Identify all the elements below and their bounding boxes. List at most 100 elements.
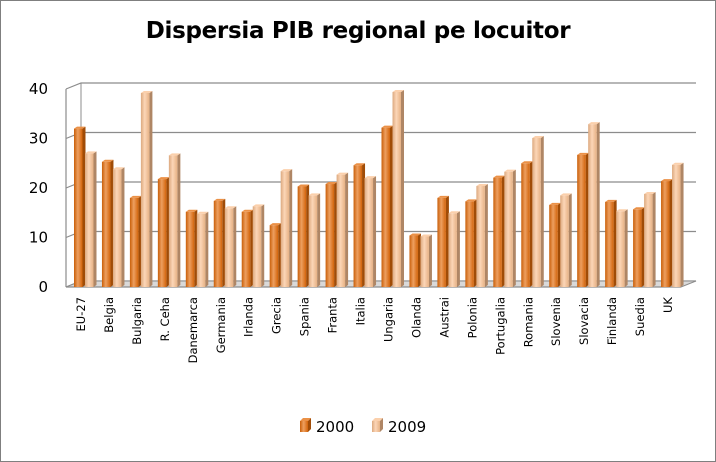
bar-top xyxy=(633,207,645,210)
x-tick-label: Finlanda xyxy=(605,297,619,345)
bar-side xyxy=(194,209,198,287)
bar-2000 xyxy=(74,126,86,287)
bar-side xyxy=(222,198,226,287)
bar-front xyxy=(549,204,558,287)
x-tick-label: Belgia xyxy=(102,297,116,333)
bar-front xyxy=(521,163,530,287)
bar-2000 xyxy=(521,161,533,287)
bar-front xyxy=(644,193,653,287)
bar-2000 xyxy=(325,182,338,287)
bar-front xyxy=(213,200,223,287)
x-tick-label: Spania xyxy=(298,297,312,336)
bar-front xyxy=(140,92,150,288)
x-tick-label: Portugalia xyxy=(493,297,507,355)
bar-2009 xyxy=(364,176,377,287)
bar-side xyxy=(568,193,572,287)
x-tick-label: Grecia xyxy=(270,297,284,334)
bar-2009 xyxy=(644,191,656,287)
bar-front xyxy=(325,184,335,287)
legend-swatch-2000 xyxy=(300,418,311,432)
bar-front xyxy=(661,181,670,287)
bar-2000 xyxy=(633,207,645,287)
bar-top xyxy=(493,175,505,178)
bar-side xyxy=(166,177,170,287)
bar-2009 xyxy=(224,206,237,287)
bar-top xyxy=(252,204,265,207)
bar-front xyxy=(672,164,681,287)
bar-front xyxy=(364,178,374,287)
bar-front xyxy=(297,186,307,287)
bar-2009 xyxy=(532,136,544,287)
bar-2000 xyxy=(661,179,673,287)
x-tick-label: Ungaria xyxy=(382,297,396,342)
bar-2009 xyxy=(252,204,265,287)
x-tick-label: Suedia xyxy=(633,297,647,336)
y-tick-label: 30 xyxy=(29,130,48,148)
bar-top xyxy=(353,163,366,166)
bar-2000 xyxy=(297,184,310,287)
bar-side xyxy=(652,191,656,287)
x-tick-label: Irlanda xyxy=(242,297,256,337)
bar-front xyxy=(185,211,195,287)
bar-front xyxy=(493,177,502,287)
x-tick-label: UK xyxy=(661,297,675,313)
bar-top xyxy=(644,191,656,194)
bar-side xyxy=(149,90,153,288)
bar-top xyxy=(241,209,254,212)
bar-front xyxy=(74,128,83,287)
bar-top xyxy=(616,209,628,212)
bar-2009 xyxy=(616,209,628,287)
x-tick-label: Slovenia xyxy=(549,297,563,346)
bar-side xyxy=(445,195,449,287)
bar-top xyxy=(521,161,533,164)
bar-side xyxy=(401,89,404,287)
bar-front xyxy=(577,154,586,287)
bar-2000 xyxy=(157,177,170,287)
bar-top xyxy=(168,153,181,156)
bar-side xyxy=(205,211,209,287)
bar-top xyxy=(196,211,209,214)
chart-title: Dispersia PIB regional pe locuitor xyxy=(145,18,571,44)
bar-2009 xyxy=(588,122,600,288)
bar-top xyxy=(308,193,321,196)
bar-top xyxy=(476,184,488,187)
bar-side xyxy=(250,209,254,287)
legend-swatch-side xyxy=(308,418,311,432)
bar-side xyxy=(512,169,516,287)
bar-2009 xyxy=(168,153,181,287)
bar-2000 xyxy=(493,175,505,287)
bar-front xyxy=(252,206,262,287)
bar-front xyxy=(437,197,446,287)
bar-2009 xyxy=(392,89,404,287)
bar-side xyxy=(82,126,86,287)
bar-front xyxy=(560,195,569,287)
bar-side xyxy=(138,195,142,287)
y-tick-label: 20 xyxy=(29,179,48,197)
x-tick-label: Polonia xyxy=(465,297,479,338)
bar-2009 xyxy=(196,211,209,287)
legend-swatch-front xyxy=(300,421,308,432)
bar-2009 xyxy=(336,172,349,287)
legend: 2000 2009 xyxy=(300,418,426,436)
bar-front xyxy=(269,225,279,287)
bar-2000 xyxy=(605,199,617,287)
bar-front xyxy=(605,201,614,287)
bar-front xyxy=(241,211,251,287)
legend-swatch-2009 xyxy=(372,418,383,432)
bar-side xyxy=(669,179,673,287)
bar-side xyxy=(233,206,237,287)
bar-top xyxy=(392,89,404,92)
bar-2000 xyxy=(549,202,561,287)
y-tick-label: 40 xyxy=(29,80,48,98)
x-tick-label: Italia xyxy=(354,297,368,325)
legend-swatch-side xyxy=(380,418,383,432)
bar-2000 xyxy=(465,199,477,287)
bar-front xyxy=(353,165,363,287)
bar-top xyxy=(101,159,114,162)
bar-side xyxy=(540,136,544,287)
bar-top xyxy=(605,199,617,202)
gridline xyxy=(65,131,696,140)
bar-side xyxy=(473,199,477,287)
bar-top xyxy=(325,182,338,185)
bar-front xyxy=(409,235,418,287)
